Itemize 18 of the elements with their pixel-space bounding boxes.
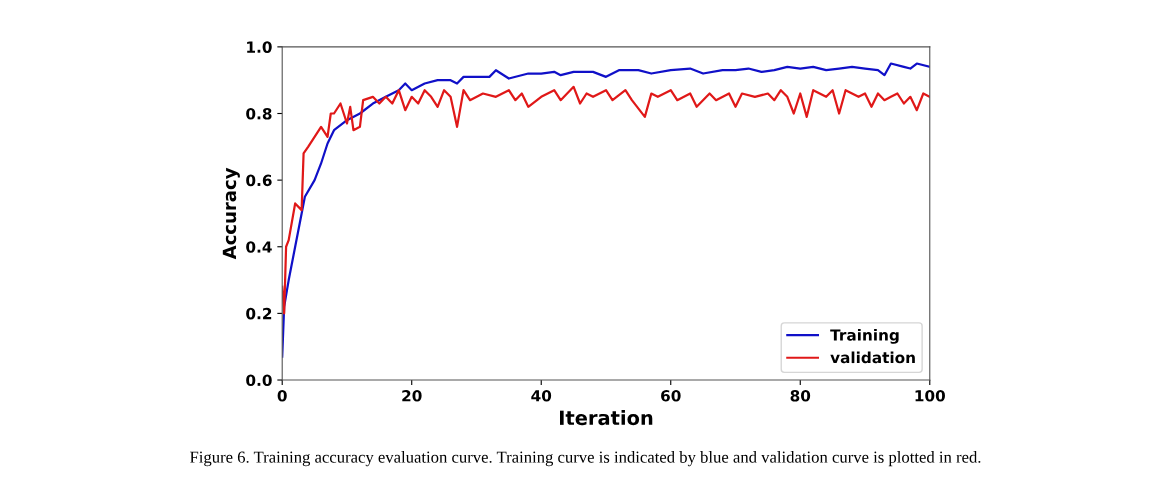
y-axis-title: Accuracy — [222, 167, 240, 260]
caption: Figure 6. Training accuracy evaluation curve. Training curve is indicated by blue and validation curve is plotted in red. — [189, 451, 981, 467]
y-tick-label: 0.4 — [246, 241, 272, 253]
y-tick-label: 1.0 — [247, 41, 272, 53]
legend-label: Training — [830, 328, 899, 344]
y-tick-label: 0.6 — [246, 174, 272, 187]
x-axis-title: Iteration — [559, 410, 653, 426]
y-tick-label: 0.0 — [246, 374, 272, 387]
y-tick-label: 0.2 — [246, 307, 272, 320]
x-tick-label: 0 — [277, 390, 287, 402]
x-tick-label: 20 — [402, 390, 422, 402]
x-tick-label: 80 — [790, 390, 811, 402]
line-series — [282, 85, 930, 315]
legend-label: validation — [830, 351, 915, 364]
x-tick-label: 60 — [661, 390, 681, 402]
x-tick-label: 40 — [531, 390, 552, 402]
x-tick-label: 100 — [915, 390, 945, 402]
y-tick-label: 0.8 — [246, 107, 272, 120]
